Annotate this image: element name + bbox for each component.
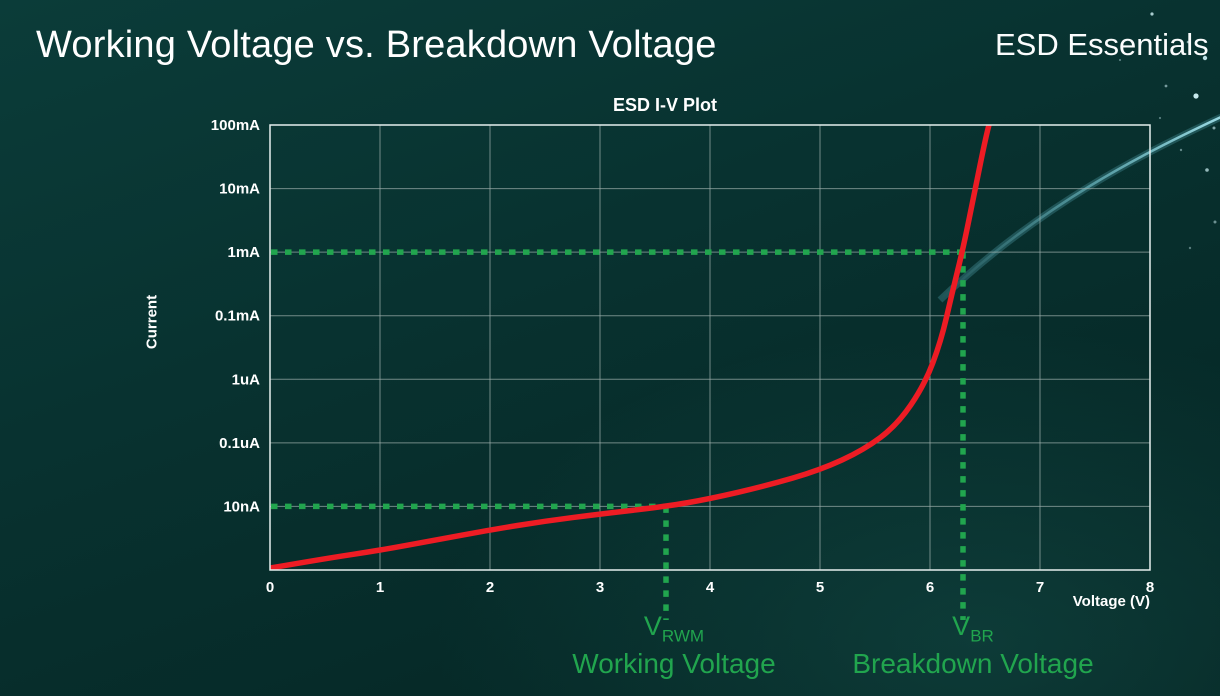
y-tick-labels: 100mA 10mA 1mA 0.1mA 1uA 0.1uA 10nA	[211, 117, 260, 515]
gridlines	[269, 124, 1151, 571]
x-axis-label: Voltage (V)	[1072, 593, 1150, 610]
voltage-markers	[271, 249, 966, 620]
vrwm-symbol: VRWM	[572, 612, 775, 645]
esd-iv-plot-area: 0 1 2 3 4 5 6 7 8 100mA 10mA 1mA 0.1mA 1uA 0.1uA 10nA V…	[211, 117, 1154, 679]
vbr-symbol-sub: BR	[970, 626, 994, 646]
breakdown-voltage-caption: Breakdown Voltage	[852, 648, 1094, 680]
plot-border	[269, 124, 1151, 571]
svg-text:6: 6	[926, 579, 934, 596]
vbr-symbol-main: V	[952, 611, 971, 641]
svg-text:0.1uA: 0.1uA	[219, 435, 260, 452]
svg-text:2: 2	[486, 579, 494, 596]
svg-text:0: 0	[266, 579, 274, 596]
svg-text:5: 5	[816, 579, 824, 596]
iv-plot-svg: 0 1 2 3 4 5 6 7 8 100mA 10mA 1mA 0.1mA 1uA 0.1uA 10nA	[211, 117, 1154, 620]
svg-text:1mA: 1mA	[227, 244, 260, 261]
svg-text:10nA: 10nA	[223, 498, 260, 515]
chart-title: ESD I-V Plot	[612, 95, 717, 115]
svg-text:3: 3	[596, 579, 604, 596]
svg-text:4: 4	[706, 579, 715, 596]
working-voltage-annotation: VRWM Working Voltage	[572, 612, 775, 679]
breakdown-voltage-annotation: VBR Breakdown Voltage	[852, 612, 1093, 679]
svg-text:1: 1	[376, 579, 384, 596]
svg-text:7: 7	[1036, 579, 1044, 596]
svg-text:1uA: 1uA	[232, 371, 261, 388]
svg-text:0.1mA: 0.1mA	[215, 308, 260, 325]
vrwm-symbol-main: V	[643, 611, 662, 641]
page-title: Working Voltage vs. Breakdown Voltage	[36, 24, 717, 66]
svg-text:8: 8	[1146, 579, 1154, 596]
vrwm-symbol-sub: RWM	[661, 626, 705, 646]
iv-curve	[270, 125, 992, 570]
brand-logo-text: ESD Essentials	[995, 27, 1209, 62]
vbr-symbol: VBR	[852, 612, 1093, 645]
svg-text:100mA: 100mA	[211, 117, 260, 134]
x-tick-labels: 0 1 2 3 4 5 6 7 8	[266, 579, 1154, 596]
working-voltage-caption: Working Voltage	[572, 648, 776, 680]
svg-text:10mA: 10mA	[219, 181, 260, 198]
y-axis-label: Current	[143, 294, 161, 350]
